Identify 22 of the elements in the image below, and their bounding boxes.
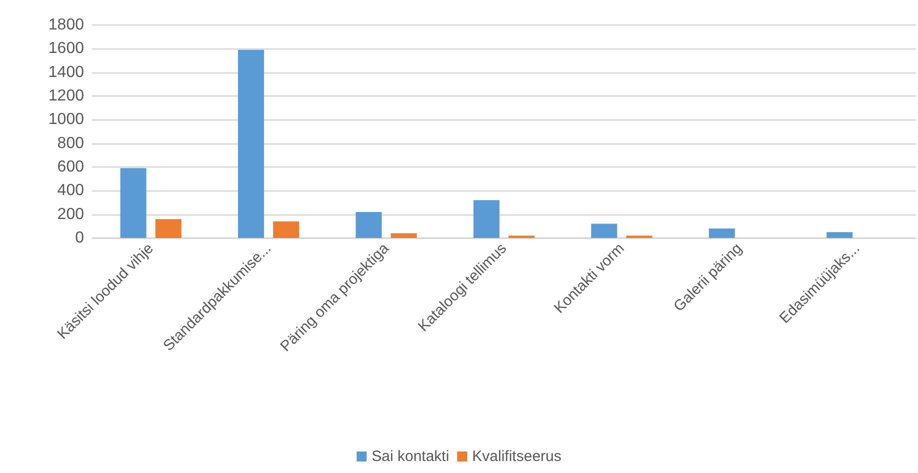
legend-label: Kvalifitseerus (472, 448, 562, 465)
y-tick-label: 1600 (48, 40, 84, 58)
bar (120, 168, 146, 238)
y-tick-label: 200 (57, 206, 84, 223)
y-tick-label: 1800 (48, 16, 84, 34)
y-tick-label: 600 (57, 158, 84, 176)
y-tick-label: 1000 (48, 111, 84, 128)
bar (155, 219, 182, 238)
legend-label: Sai kontakti (372, 448, 450, 465)
bar (356, 212, 382, 238)
bar (238, 50, 264, 238)
bar (826, 232, 853, 238)
y-tick-label: 400 (57, 182, 84, 200)
y-tick-label: 1200 (48, 88, 84, 104)
y-tick-label: 1400 (48, 64, 84, 81)
bar (708, 228, 735, 238)
bar (273, 221, 300, 238)
y-tick-label: 0 (75, 230, 84, 246)
bar (390, 233, 417, 238)
bar (591, 224, 618, 238)
bar (473, 200, 500, 238)
y-tick-label: 800 (57, 134, 84, 152)
